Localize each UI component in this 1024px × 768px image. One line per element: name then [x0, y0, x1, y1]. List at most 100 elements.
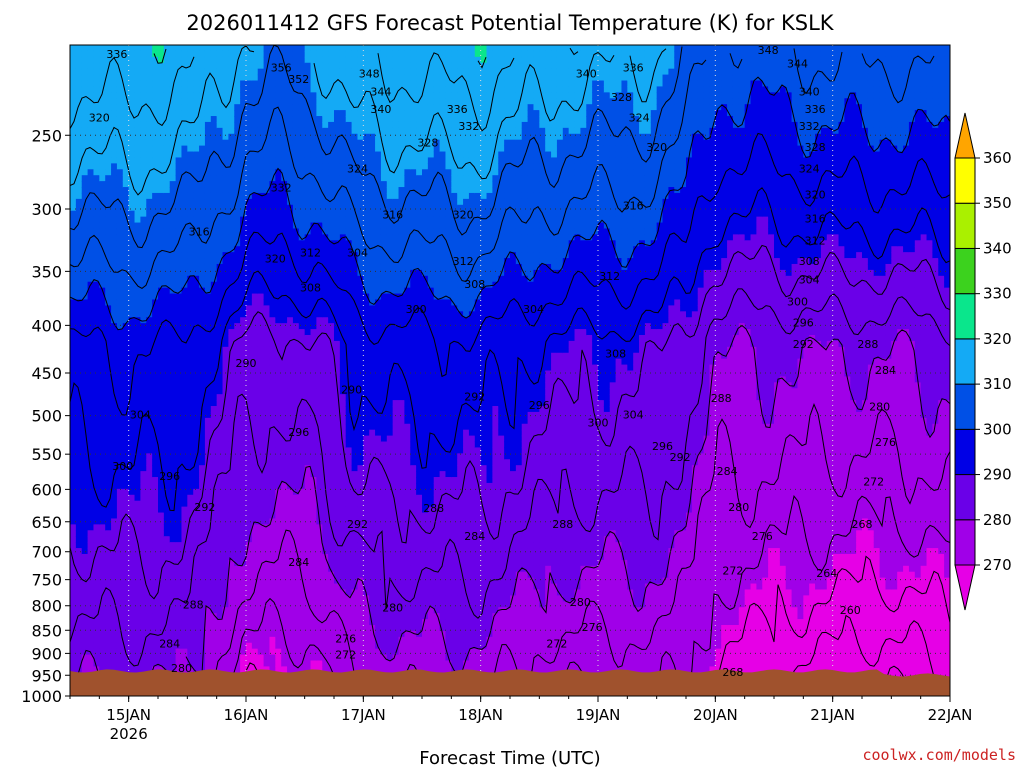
fill-cell	[269, 488, 276, 496]
fill-cell	[204, 192, 212, 200]
fill-cell	[263, 163, 271, 170]
fill-cell	[152, 323, 159, 330]
fill-cell	[181, 577, 188, 585]
fill-cell	[152, 222, 159, 230]
fill-cell	[234, 595, 241, 602]
fill-cell	[181, 157, 188, 164]
fill-cell	[251, 305, 259, 312]
fill-cell	[228, 133, 235, 141]
fill-cell	[128, 636, 136, 644]
fill-cell	[134, 607, 141, 614]
fill-cell	[210, 364, 218, 372]
fill-cell	[204, 441, 212, 449]
fill-cell	[251, 542, 259, 549]
fill-cell	[122, 204, 130, 212]
fill-cell	[328, 636, 335, 644]
fill-cell	[298, 441, 306, 449]
fill-cell	[204, 121, 212, 129]
fill-cell	[181, 589, 188, 596]
fill-cell	[75, 376, 83, 383]
fill-cell	[257, 624, 265, 632]
fill-cell	[240, 252, 247, 259]
fill-cell	[222, 630, 229, 638]
fill-cell	[275, 145, 282, 153]
fill-cell	[175, 299, 183, 306]
fill-cell	[222, 530, 229, 537]
fill-cell	[193, 281, 200, 289]
fill-cell	[187, 258, 194, 265]
fill-cell	[310, 482, 317, 490]
fill-cell	[257, 340, 265, 348]
fill-cell	[70, 139, 77, 147]
fill-cell	[199, 565, 206, 573]
fill-cell	[204, 104, 212, 111]
fill-cell	[146, 311, 153, 318]
fill-cell	[246, 50, 253, 58]
fill-cell	[257, 74, 265, 82]
fill-cell	[158, 471, 165, 478]
fill-cell	[298, 542, 306, 549]
fill-cell	[175, 630, 183, 638]
fill-cell	[193, 624, 200, 632]
fill-cell	[222, 116, 229, 123]
fill-cell	[246, 530, 253, 537]
fill-cell	[70, 583, 77, 591]
fill-cell	[105, 358, 112, 366]
fill-cell	[316, 80, 323, 88]
fill-cell	[228, 382, 235, 389]
fill-cell	[93, 400, 100, 407]
fill-cell	[152, 636, 159, 644]
fill-cell	[75, 228, 83, 235]
fill-cell	[316, 275, 323, 283]
fill-cell	[281, 317, 288, 324]
fill-cell	[128, 530, 136, 537]
fill-cell	[246, 482, 253, 490]
fill-cell	[269, 281, 276, 289]
fill-cell	[210, 548, 218, 555]
fill-cell	[328, 619, 335, 626]
fill-cell	[163, 429, 171, 437]
fill-cell	[287, 394, 294, 401]
fill-cell	[234, 127, 241, 135]
fill-cell	[228, 74, 235, 82]
fill-cell	[128, 524, 136, 531]
fill-cell	[316, 654, 323, 662]
fill-cell	[146, 175, 153, 182]
fill-cell	[158, 417, 165, 425]
fill-cell	[140, 601, 147, 608]
fill-cell	[322, 441, 329, 449]
fill-cell	[240, 488, 247, 496]
fill-cell	[287, 151, 294, 159]
fill-cell	[187, 352, 194, 360]
fill-cell	[105, 80, 112, 88]
fill-cell	[152, 329, 159, 336]
fill-cell	[152, 68, 159, 76]
fill-cell	[251, 364, 259, 372]
fill-cell	[169, 406, 177, 413]
fill-cell	[81, 465, 89, 472]
fill-cell	[93, 388, 100, 395]
fill-cell	[269, 471, 276, 478]
fill-cell	[116, 477, 124, 484]
fill-cell	[298, 210, 306, 218]
fill-cell	[158, 192, 165, 200]
fill-cell	[298, 435, 306, 443]
fill-cell	[210, 382, 218, 389]
fill-cell	[257, 45, 265, 52]
fill-cell	[328, 465, 335, 472]
fill-cell	[70, 530, 77, 537]
fill-cell	[116, 370, 124, 378]
fill-cell	[163, 488, 171, 496]
fill-cell	[134, 139, 141, 147]
fill-cell	[187, 293, 194, 301]
fill-cell	[181, 429, 188, 437]
fill-cell	[310, 187, 317, 194]
fill-cell	[152, 406, 159, 413]
fill-cell	[228, 246, 235, 253]
fill-cell	[111, 222, 118, 230]
fill-cell	[287, 376, 294, 383]
fill-cell	[99, 216, 106, 224]
fill-cell	[204, 619, 212, 626]
fill-cell	[257, 500, 265, 508]
fill-cell	[140, 45, 147, 52]
